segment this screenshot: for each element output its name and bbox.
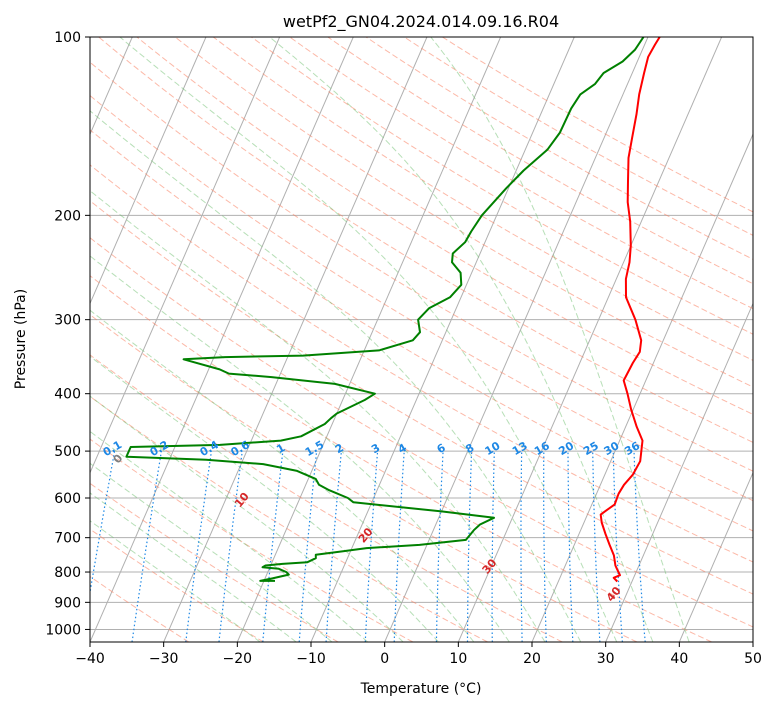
dry-adiabat-line	[90, 237, 753, 628]
isotherm-line	[90, 37, 281, 474]
isotherm-line	[90, 37, 354, 642]
moist-adiabat-line	[90, 355, 439, 642]
moist-adiabat-line	[90, 190, 546, 642]
dry-adiabat-line	[90, 275, 712, 642]
y-tick-label: 300	[54, 313, 81, 329]
y-tick-label: 600	[54, 491, 81, 507]
moist-adiabat-line	[90, 430, 368, 642]
dry-adiabat-line	[174, 37, 753, 388]
y-tick-label: 200	[54, 208, 81, 224]
dry-adiabat-line	[289, 37, 753, 310]
y-tick-label: 700	[54, 531, 81, 547]
dry-adiabat-line	[90, 482, 339, 642]
isotherm-line	[90, 37, 207, 305]
moist-adiabat-line	[90, 110, 582, 642]
moist-adiabat-line	[430, 37, 690, 642]
mixing-ratio-line	[262, 451, 284, 642]
x-tick-label: −30	[149, 651, 179, 667]
x-axis-label: Temperature (°C)	[360, 681, 482, 697]
dry-adiabat-line	[90, 61, 753, 472]
isotherm-line	[457, 37, 723, 642]
dry-adiabat-line	[136, 37, 753, 415]
x-tick-label: −10	[296, 651, 326, 667]
chart-title: wetPf2_GN04.2024.014.09.16.R04	[283, 12, 559, 32]
dry-adiabat-line	[365, 37, 753, 260]
dry-adiabat-line	[212, 37, 753, 361]
plot-area	[90, 37, 753, 642]
dry-adiabat-line	[98, 37, 753, 443]
dry-adiabat-line	[90, 395, 488, 642]
dry-adiabat-line	[251, 37, 753, 335]
x-tick-label: 50	[744, 651, 762, 667]
x-tick-label: 10	[449, 651, 467, 667]
x-tick-label: 40	[670, 651, 688, 667]
x-tick-label: 20	[523, 651, 541, 667]
moist-adiabat-line	[90, 520, 261, 642]
y-tick-label: 400	[54, 387, 81, 403]
moist-adiabat-line	[90, 395, 404, 642]
dry-adiabat-line	[90, 129, 753, 532]
moist-adiabat-line	[90, 255, 510, 642]
mixing-ratio-line	[131, 450, 163, 642]
temperature-profile-line	[599, 37, 661, 583]
x-tick-label: −40	[75, 651, 105, 667]
isotherm-line	[531, 132, 753, 642]
isotherm-line	[605, 302, 753, 642]
dry-adiabat-line	[90, 164, 753, 563]
isotherm-line	[384, 37, 649, 642]
axes: −40 −30 −20 −10 0 10 20 30 40 50 100 200 300 400 500 60…	[45, 30, 762, 667]
mixing-ratio-line	[298, 451, 318, 642]
isotherm-line	[310, 37, 575, 642]
moist-adiabat-line	[119, 37, 618, 642]
y-tick-label: 500	[54, 444, 81, 460]
isotherm-line	[678, 471, 753, 642]
y-tick-label: 100	[54, 30, 81, 46]
grid-lines	[90, 37, 753, 642]
profile-lines	[125, 37, 661, 583]
x-tick-label: 0	[380, 651, 389, 667]
x-tick-label: −20	[223, 651, 253, 667]
mixing-ratio-line	[185, 451, 213, 642]
dewpoint-profile-line	[125, 37, 645, 582]
isotherm-line	[236, 37, 502, 642]
dry-adiabat-line	[90, 94, 753, 502]
y-tick-label: 900	[54, 595, 81, 611]
x-tick-label: 30	[597, 651, 615, 667]
y-tick-label: 800	[54, 565, 81, 581]
y-tick-label: 1000	[45, 622, 81, 638]
plot-frame	[89, 36, 754, 643]
y-axis-label: Pressure (hPa)	[13, 289, 29, 389]
mixing-ratio-line	[218, 451, 243, 642]
moist-adiabat-line	[90, 462, 333, 642]
moist-adiabat-line	[269, 37, 654, 642]
